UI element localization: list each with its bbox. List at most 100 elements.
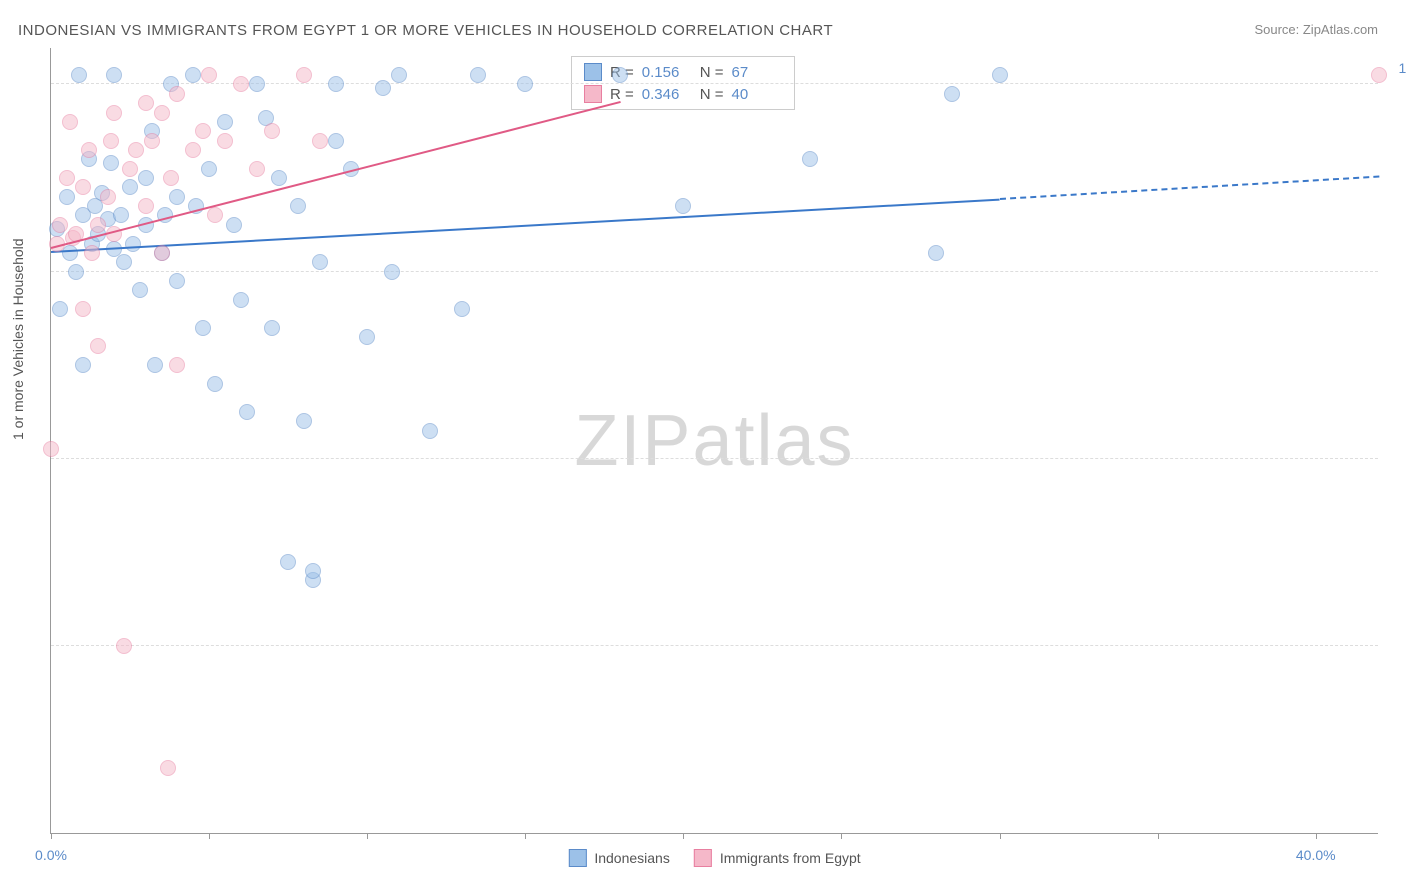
- y-tick-label: 100.0%: [1399, 60, 1406, 76]
- x-tick: [525, 833, 526, 839]
- plot-area: ZIPatlas R =0.156N =67R =0.346N =40 Indo…: [50, 48, 1378, 834]
- scatter-point: [43, 441, 59, 457]
- y-axis-label: 1 or more Vehicles in Household: [10, 238, 26, 440]
- legend-n-label: N =: [700, 86, 724, 103]
- scatter-point: [59, 170, 75, 186]
- scatter-point: [928, 245, 944, 261]
- legend-r-label: R =: [610, 86, 634, 103]
- gridline: [51, 458, 1378, 459]
- scatter-point: [163, 170, 179, 186]
- scatter-point: [75, 301, 91, 317]
- scatter-point: [233, 292, 249, 308]
- source-label: Source: ZipAtlas.com: [1254, 22, 1378, 37]
- scatter-point: [62, 114, 78, 130]
- scatter-point: [116, 638, 132, 654]
- scatter-point: [100, 189, 116, 205]
- scatter-point: [90, 217, 106, 233]
- scatter-point: [81, 142, 97, 158]
- legend-series-name: Indonesians: [594, 850, 670, 866]
- scatter-point: [122, 161, 138, 177]
- scatter-point: [113, 207, 129, 223]
- legend-n-value: 40: [732, 86, 782, 103]
- scatter-point: [454, 301, 470, 317]
- scatter-point: [296, 67, 312, 83]
- scatter-point: [391, 67, 407, 83]
- bottom-legend-item: Indonesians: [568, 849, 670, 867]
- scatter-point: [470, 67, 486, 83]
- scatter-point: [328, 76, 344, 92]
- scatter-point: [75, 357, 91, 373]
- scatter-point: [90, 338, 106, 354]
- chart-title: INDONESIAN VS IMMIGRANTS FROM EGYPT 1 OR…: [18, 22, 833, 39]
- scatter-point: [147, 357, 163, 373]
- scatter-point: [68, 264, 84, 280]
- scatter-point: [84, 245, 100, 261]
- scatter-point: [154, 105, 170, 121]
- legend-n-label: N =: [700, 64, 724, 81]
- scatter-point: [422, 423, 438, 439]
- scatter-point: [675, 198, 691, 214]
- scatter-point: [103, 133, 119, 149]
- scatter-point: [249, 76, 265, 92]
- legend-swatch: [584, 85, 602, 103]
- scatter-point: [217, 114, 233, 130]
- scatter-point: [59, 189, 75, 205]
- scatter-point: [296, 413, 312, 429]
- scatter-point: [312, 133, 328, 149]
- scatter-point: [71, 67, 87, 83]
- scatter-point: [201, 161, 217, 177]
- scatter-point: [52, 217, 68, 233]
- scatter-point: [375, 80, 391, 96]
- scatter-point: [249, 161, 265, 177]
- scatter-point: [75, 179, 91, 195]
- scatter-point: [207, 376, 223, 392]
- scatter-point: [359, 329, 375, 345]
- x-tick: [209, 833, 210, 839]
- gridline: [51, 271, 1378, 272]
- scatter-point: [169, 357, 185, 373]
- scatter-point: [233, 76, 249, 92]
- scatter-point: [264, 123, 280, 139]
- gridline: [51, 645, 1378, 646]
- x-tick: [1316, 833, 1317, 839]
- scatter-point: [52, 301, 68, 317]
- x-tick-label: 40.0%: [1296, 847, 1336, 863]
- scatter-point: [201, 67, 217, 83]
- scatter-point: [185, 142, 201, 158]
- bottom-legend: Indonesians Immigrants from Egypt: [568, 849, 860, 867]
- legend-series-name: Immigrants from Egypt: [720, 850, 861, 866]
- x-tick: [841, 833, 842, 839]
- x-tick: [1158, 833, 1159, 839]
- scatter-point: [290, 198, 306, 214]
- scatter-point: [207, 207, 223, 223]
- scatter-point: [103, 155, 119, 171]
- scatter-point: [305, 563, 321, 579]
- scatter-point: [144, 133, 160, 149]
- scatter-point: [169, 273, 185, 289]
- scatter-point: [125, 236, 141, 252]
- legend-swatch: [568, 849, 586, 867]
- watermark: ZIPatlas: [574, 400, 854, 482]
- trend-line-dashed: [1000, 176, 1380, 200]
- scatter-point: [517, 76, 533, 92]
- scatter-point: [280, 554, 296, 570]
- legend-n-value: 67: [732, 64, 782, 81]
- scatter-point: [328, 133, 344, 149]
- scatter-point: [154, 245, 170, 261]
- scatter-point: [195, 320, 211, 336]
- x-tick-label: 0.0%: [35, 847, 67, 863]
- scatter-point: [239, 404, 255, 420]
- scatter-point: [138, 95, 154, 111]
- scatter-point: [802, 151, 818, 167]
- scatter-point: [992, 67, 1008, 83]
- scatter-point: [384, 264, 400, 280]
- scatter-point: [185, 67, 201, 83]
- scatter-point: [944, 86, 960, 102]
- x-tick: [367, 833, 368, 839]
- scatter-point: [116, 254, 132, 270]
- scatter-point: [169, 86, 185, 102]
- scatter-point: [169, 189, 185, 205]
- scatter-point: [138, 198, 154, 214]
- scatter-point: [612, 67, 628, 83]
- x-tick: [1000, 833, 1001, 839]
